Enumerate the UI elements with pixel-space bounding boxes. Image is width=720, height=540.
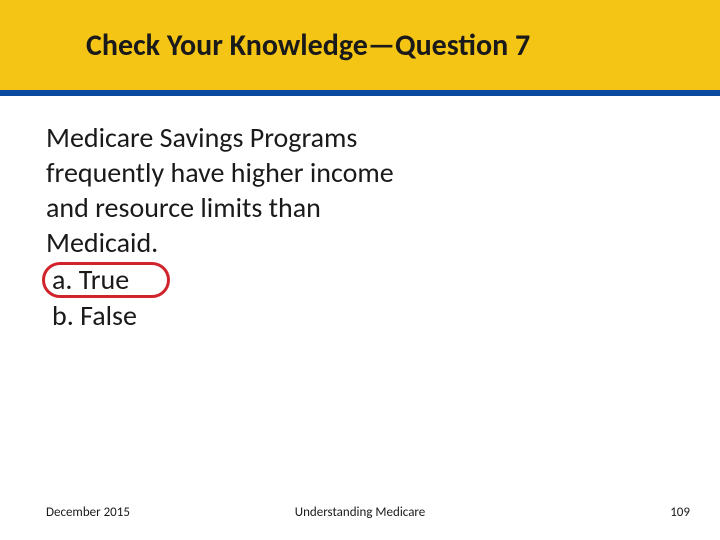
header-band: Check Your Knowledge—Question 7 (0, 0, 720, 96)
footer: December 2015 Understanding Medicare 109 (0, 505, 720, 520)
question-text: Medicare Savings Programs frequently hav… (46, 120, 406, 260)
footer-date: December 2015 (46, 505, 130, 520)
answers-list: a. True b. False (46, 262, 680, 335)
footer-page-number: 109 (670, 505, 690, 520)
slide-title: Check Your Knowledge—Question 7 (86, 27, 530, 64)
answer-a-label: a. True (52, 262, 129, 297)
answer-a: a. True (46, 262, 680, 298)
content-area: Medicare Savings Programs frequently hav… (0, 96, 720, 335)
answer-b: b. False (46, 298, 680, 334)
answer-b-label: b. False (52, 298, 137, 333)
